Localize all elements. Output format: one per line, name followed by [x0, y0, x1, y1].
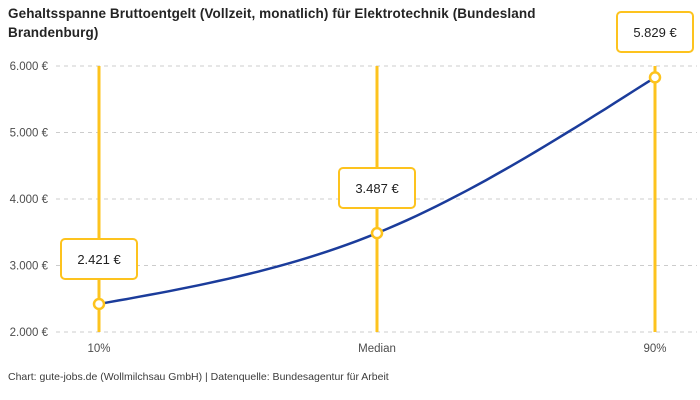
y-tick-label: 2.000 €: [10, 327, 49, 339]
chart-title-line2: Brandenburg): [8, 25, 99, 40]
x-tick-label: 90%: [643, 343, 666, 355]
data-point-marker: [648, 71, 662, 84]
data-point-marker: [92, 297, 106, 311]
chart-title-line1: Gehaltsspanne Bruttoentgelt (Vollzeit, m…: [8, 6, 536, 21]
chart-footer: Chart: gute-jobs.de (Wollmilchsau GmbH) …: [8, 371, 389, 383]
y-tick-label: 3.000 €: [10, 261, 49, 273]
y-tick-label: 5.000 €: [10, 128, 49, 140]
chart-title: Gehaltsspanne Bruttoentgelt (Vollzeit, m…: [8, 4, 536, 42]
x-tick-label: Median: [358, 343, 396, 355]
y-tick-label: 4.000 €: [10, 194, 49, 206]
y-tick-label: 6.000 €: [10, 61, 49, 73]
data-point-marker: [370, 226, 384, 240]
x-tick-label: 10%: [87, 343, 110, 355]
